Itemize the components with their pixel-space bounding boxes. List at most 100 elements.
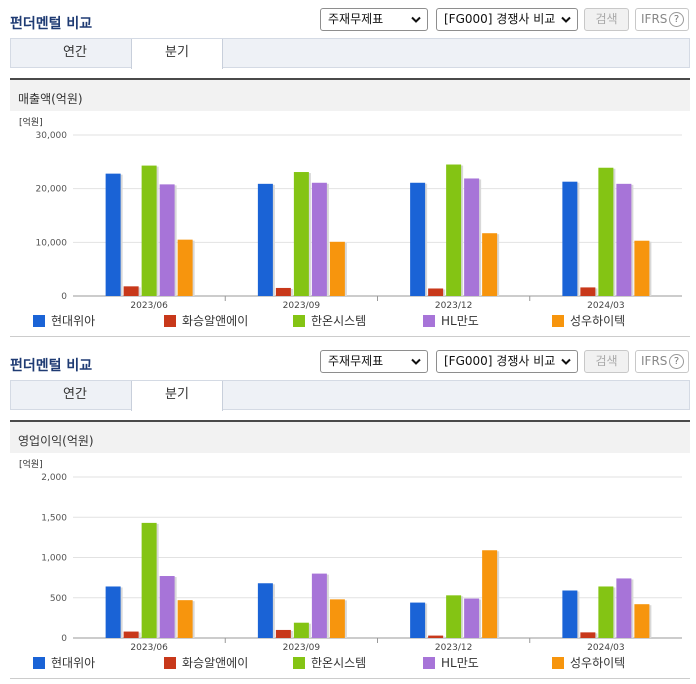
bar <box>580 287 596 296</box>
competitor-select[interactable]: [FG000] 경쟁사 비교 <box>436 350 578 373</box>
x-tick-label: 2023/06 <box>130 643 168 651</box>
bar <box>428 288 444 296</box>
bar <box>482 233 498 296</box>
competitor-value: [FG000] 경쟁사 비교 <box>444 12 556 26</box>
legend-item[interactable]: HL만도 <box>423 654 479 671</box>
y-tick-label: 2,000 <box>41 473 67 483</box>
tab-annual[interactable]: 연간 <box>63 45 87 60</box>
bar <box>123 286 139 296</box>
legend-label: 화승알앤에이 <box>182 656 249 670</box>
competitor-select[interactable]: [FG000] 경쟁사 비교 <box>436 8 578 31</box>
legend-label: 한온시스템 <box>311 656 367 670</box>
period-tabs: 연간 분기 <box>10 380 690 411</box>
bar <box>275 287 291 296</box>
bar <box>464 178 480 296</box>
chevron-down-icon <box>411 16 421 23</box>
search-button[interactable]: 검색 <box>584 350 629 373</box>
bar <box>482 550 498 638</box>
legend-label: HL만도 <box>441 314 479 328</box>
tab-quarterly[interactable]: 분기 <box>131 381 223 411</box>
bar <box>293 622 309 638</box>
bar <box>105 173 121 296</box>
bar <box>410 182 426 296</box>
fundamental-panel-operating-profit: 펀더멘털 비교 주재무제표 [FG000] 경쟁사 비교 검색 IFRS ? 연… <box>0 342 696 684</box>
legend-label: 성우하이텍 <box>570 656 626 670</box>
y-tick-label: 0 <box>61 292 67 302</box>
tab-quarterly[interactable]: 분기 <box>131 39 223 69</box>
panel-title: 펀더멘털 비교 <box>10 16 93 32</box>
bar <box>464 598 480 638</box>
ifrs-label: IFRS <box>641 354 668 368</box>
ifrs-label: IFRS <box>641 12 668 26</box>
chart-subtitle: 매출액(억원) <box>10 78 690 111</box>
legend-item[interactable]: 화승알앤에이 <box>164 654 248 671</box>
bar <box>580 632 596 638</box>
legend-item[interactable]: 현대위아 <box>33 654 95 671</box>
ifrs-button[interactable]: IFRS ? <box>635 350 689 373</box>
bar <box>634 240 650 296</box>
x-tick-label: 2023/12 <box>435 301 472 309</box>
panel-title: 펀더멘털 비교 <box>10 358 93 374</box>
bar <box>311 573 327 638</box>
y-tick-label: 1,500 <box>41 513 67 523</box>
bar <box>311 182 327 296</box>
bar <box>275 629 291 638</box>
legend-label: 한온시스템 <box>311 314 367 328</box>
legend-label: 현대위아 <box>51 656 96 670</box>
revenue-bar-chart: [억원] 0 10,000 20,000 30,000 2023/06 2023/09 202… <box>19 116 682 309</box>
legend-swatch <box>33 657 45 669</box>
help-icon: ? <box>669 354 684 369</box>
tab-annual[interactable]: 연간 <box>63 387 87 402</box>
statement-type-value: 주재무제표 <box>328 354 384 368</box>
legend-item[interactable]: 한온시스템 <box>293 312 366 329</box>
x-tick-label: 2024/03 <box>587 643 624 651</box>
chart-subtitle: 영업이익(억원) <box>10 420 690 453</box>
period-tabs: 연간 분기 <box>10 38 690 69</box>
bar <box>141 522 157 638</box>
legend-swatch <box>164 657 176 669</box>
bar <box>634 604 650 638</box>
legend-label: HL만도 <box>441 656 479 670</box>
panel-header: 펀더멘털 비교 주재무제표 [FG000] 경쟁사 비교 검색 IFRS ? <box>0 342 696 380</box>
legend-item[interactable]: 한온시스템 <box>293 654 366 671</box>
legend-item[interactable]: 성우하이텍 <box>552 312 625 329</box>
x-tick-label: 2023/06 <box>130 301 168 309</box>
bar <box>293 172 309 296</box>
ifrs-button[interactable]: IFRS ? <box>635 8 689 31</box>
bar <box>257 583 273 638</box>
legend-swatch <box>423 315 435 327</box>
panel-header: 펀더멘털 비교 주재무제표 [FG000] 경쟁사 비교 검색 IFRS ? <box>0 0 696 38</box>
operating-profit-bar-chart: [억원] 0 500 1,000 1,500 2,000 2023/06 2023/09 202… <box>19 458 682 651</box>
competitor-value: [FG000] 경쟁사 비교 <box>444 354 556 368</box>
bar <box>329 599 345 638</box>
y-tick-label: 30,000 <box>36 131 68 141</box>
divider <box>10 678 690 679</box>
fundamental-panel-revenue: 펀더멘털 비교 주재무제표 [FG000] 경쟁사 비교 검색 IFRS ? 연… <box>0 0 696 337</box>
bar <box>105 586 121 638</box>
bar <box>329 241 345 296</box>
bar <box>123 631 139 638</box>
bar <box>257 183 273 296</box>
legend-item[interactable]: 성우하이텍 <box>552 654 625 671</box>
statement-type-select[interactable]: 주재무제표 <box>320 350 428 373</box>
chevron-down-icon <box>561 16 571 23</box>
bar <box>616 578 632 638</box>
legend-label: 현대위아 <box>51 314 96 328</box>
x-tick-label: 2023/09 <box>283 301 321 309</box>
legend-item[interactable]: 현대위아 <box>33 312 95 329</box>
statement-type-select[interactable]: 주재무제표 <box>320 8 428 31</box>
bar <box>159 184 175 296</box>
chart-legend: 현대위아 화승알앤에이 한온시스템 HL만도 성우하이텍 <box>0 651 696 673</box>
bar <box>446 595 462 638</box>
search-button[interactable]: 검색 <box>584 8 629 31</box>
chart-legend: 현대위아 화승알앤에이 한온시스템 HL만도 성우하이텍 <box>0 309 696 331</box>
bar <box>446 164 462 296</box>
legend-swatch <box>423 657 435 669</box>
help-icon: ? <box>669 12 684 27</box>
legend-item[interactable]: 화승알앤에이 <box>164 312 248 329</box>
bar <box>141 165 157 296</box>
bar <box>562 181 578 296</box>
chevron-down-icon <box>561 358 571 365</box>
bar <box>428 635 444 638</box>
legend-item[interactable]: HL만도 <box>423 312 479 329</box>
